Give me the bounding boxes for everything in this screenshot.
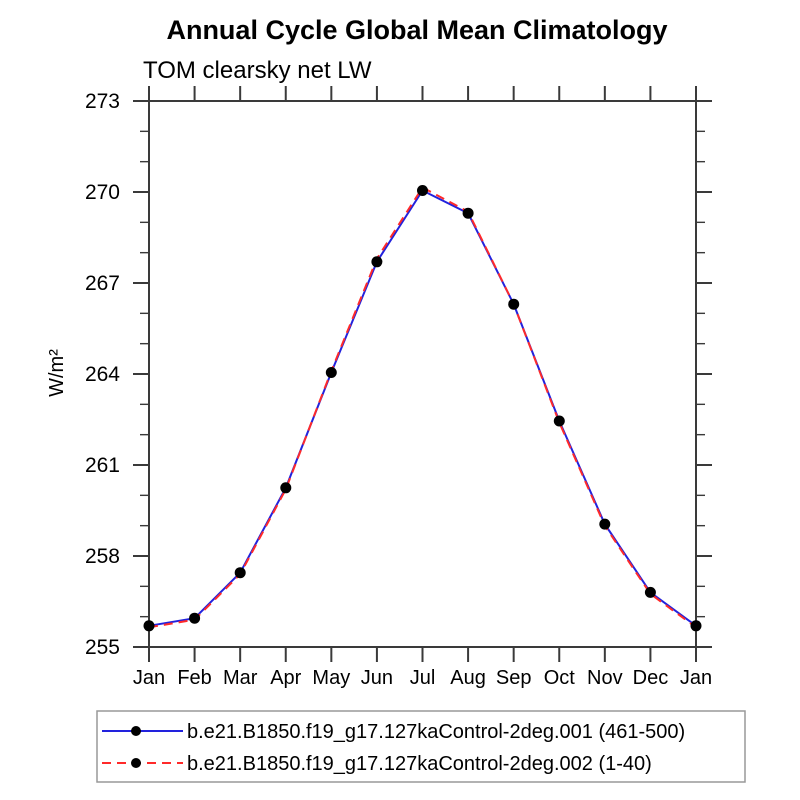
data-point-marker	[371, 256, 383, 268]
legend-border	[96, 710, 746, 783]
series-line-2	[148, 186, 697, 629]
x-tick-label: Oct	[544, 667, 576, 689]
data-point-marker	[325, 367, 337, 378]
data-point-marker	[280, 482, 292, 494]
data-point-marker	[462, 207, 474, 219]
chart-subtitle: TOM clearsky net LW	[143, 57, 372, 84]
data-point-marker	[690, 620, 702, 632]
y-tick-label: 261	[85, 454, 120, 477]
y-tick-label: 273	[85, 90, 120, 113]
x-tick-label: Apr	[270, 667, 301, 689]
data-point-marker	[508, 298, 520, 310]
data-point-marker	[417, 185, 428, 196]
x-tick-label: Mar	[223, 667, 258, 689]
data-point-marker	[644, 586, 656, 598]
x-tick-label: Jun	[361, 667, 393, 689]
legend-label-series-2: b.e21.B1850.f19_g17.127kaControl-2deg.00…	[187, 753, 652, 775]
y-tick-label: 258	[85, 545, 120, 568]
y-tick-label: 267	[85, 272, 120, 295]
legend-marker-dot	[131, 726, 141, 736]
data-point-marker	[553, 415, 565, 427]
data-point-marker	[143, 620, 155, 632]
data-point-marker	[234, 567, 246, 579]
x-tick-label: May	[312, 667, 350, 689]
data-point-marker	[189, 612, 201, 624]
plot-frame	[148, 100, 697, 648]
x-tick-label: Aug	[450, 667, 486, 689]
x-tick-label: Feb	[177, 667, 211, 689]
y-tick-label: 255	[85, 636, 120, 659]
chart-title: Annual Cycle Global Mean Climatology	[166, 15, 667, 45]
legend-marker-dot	[131, 758, 141, 768]
data-point-marker	[599, 518, 611, 530]
legend-entry-series-2: b.e21.B1850.f19_g17.127kaControl-2deg.00…	[102, 753, 652, 775]
legend-label-series-1: b.e21.B1850.f19_g17.127kaControl-2deg.00…	[187, 721, 685, 743]
x-tick-label: Dec	[633, 667, 669, 689]
y-axis-label: W/m²	[46, 349, 68, 397]
series-line-1	[148, 189, 697, 627]
x-tick-label: Jan	[680, 667, 712, 689]
x-tick-label: Nov	[587, 667, 623, 689]
x-tick-label: Jan	[133, 667, 165, 689]
plot-area: 255 258 261 264 267 270 273 Jan Feb Mar Apr May Jun J…	[85, 86, 712, 689]
x-tick-label: Sep	[496, 667, 532, 689]
legend-entry-series-1: b.e21.B1850.f19_g17.127kaControl-2deg.00…	[102, 721, 685, 743]
legend: b.e21.B1850.f19_g17.127kaControl-2deg.00…	[96, 710, 746, 783]
y-tick-label: 270	[85, 181, 120, 204]
x-tick-label: Jul	[410, 667, 436, 689]
y-tick-label: 264	[85, 363, 120, 386]
